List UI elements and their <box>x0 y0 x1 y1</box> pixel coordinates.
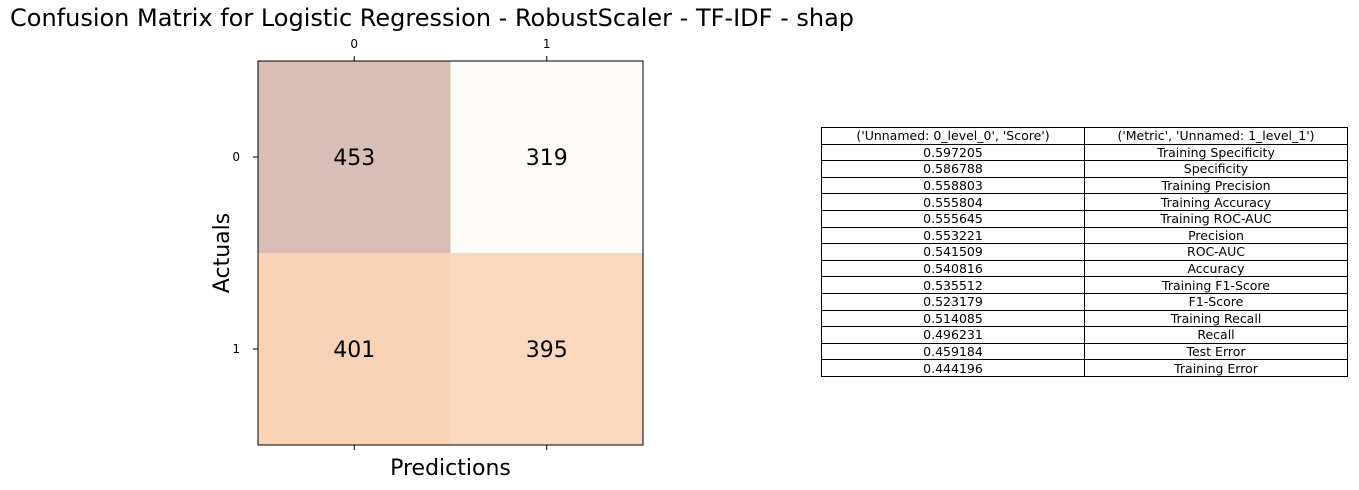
table-cell-score: 0.540816 <box>821 259 1085 278</box>
y-tick-label: 0 <box>232 150 240 164</box>
table-cell-metric: Accuracy <box>1084 259 1348 278</box>
table-cell-metric: Recall <box>1084 326 1348 344</box>
chart-title: Confusion Matrix for Logistic Regression… <box>10 4 855 32</box>
matrix-cell <box>258 61 451 253</box>
table-cell-score: 0.558803 <box>821 176 1085 195</box>
table-row: 0.459184 Test Error <box>821 342 1348 361</box>
table-cell-score: 0.444196 <box>821 359 1085 377</box>
table-cell-metric: Training Precision <box>1084 176 1348 195</box>
x-tick-label: 1 <box>543 37 551 51</box>
table-row: 0.541509 ROC-AUC <box>821 243 1348 261</box>
table-cell-score: 0.541509 <box>821 243 1085 261</box>
table-cell-score: 0.597205 <box>821 143 1085 162</box>
table-header-row: ('Unnamed: 0_level_0', 'Score') ('Metric… <box>821 127 1348 145</box>
table-row: 0.444196 Training Error <box>821 359 1348 377</box>
table-header-score: ('Unnamed: 0_level_0', 'Score') <box>821 127 1085 145</box>
table-cell-metric: Specificity <box>1084 160 1348 178</box>
cell-value-label: 401 <box>333 338 375 363</box>
table-cell-metric: Training F1-Score <box>1084 276 1348 294</box>
table-cell-metric: Training Specificity <box>1084 143 1348 162</box>
plot-frame <box>257 60 644 446</box>
table-row: 0.514085 Training Recall <box>821 309 1348 328</box>
table-cell-metric: Precision <box>1084 226 1348 245</box>
table-row: 0.496231 Recall <box>821 326 1348 344</box>
table-row: 0.540816 Accuracy <box>821 259 1348 278</box>
table-cell-metric: Training Accuracy <box>1084 193 1348 211</box>
y-axis-label: Actuals <box>210 213 235 293</box>
matrix-cell <box>258 253 451 445</box>
x-tick-label: 0 <box>350 37 358 51</box>
table-header-metric: ('Metric', 'Unnamed: 1_level_1') <box>1084 127 1348 145</box>
table-cell-score: 0.459184 <box>821 342 1085 361</box>
y-tick-label: 1 <box>232 342 240 356</box>
cell-value-label: 319 <box>526 146 568 171</box>
table-row: 0.555804 Training Accuracy <box>821 193 1348 211</box>
table-row: 0.553221 Precision <box>821 226 1348 245</box>
cell-value-label: 453 <box>333 146 375 171</box>
matrix-cell <box>450 253 643 445</box>
table-row: 0.523179 F1-Score <box>821 292 1348 311</box>
table-cell-score: 0.523179 <box>821 292 1085 311</box>
table-cell-score: 0.535512 <box>821 276 1085 294</box>
cell-value-label: 395 <box>526 338 568 363</box>
table-row: 0.535512 Training F1-Score <box>821 276 1348 294</box>
table-row: 0.558803 Training Precision <box>821 176 1348 195</box>
table-row: 0.586788 Specificity <box>821 160 1348 178</box>
table-cell-score: 0.586788 <box>821 160 1085 178</box>
table-row: 0.555645 Training ROC-AUC <box>821 209 1348 228</box>
table-cell-score: 0.555804 <box>821 193 1085 211</box>
table-cell-metric: Training ROC-AUC <box>1084 209 1348 228</box>
table-cell-metric: F1-Score <box>1084 292 1348 311</box>
table-cell-metric: ROC-AUC <box>1084 243 1348 261</box>
table-cell-metric: Test Error <box>1084 342 1348 361</box>
metrics-table: ('Unnamed: 0_level_0', 'Score') ('Metric… <box>821 127 1348 377</box>
table-cell-score: 0.514085 <box>821 309 1085 328</box>
table-row: 0.597205 Training Specificity <box>821 143 1348 162</box>
matrix-cell <box>450 61 643 253</box>
table-cell-score: 0.496231 <box>821 326 1085 344</box>
table-cell-score: 0.553221 <box>821 226 1085 245</box>
x-axis-label: Predictions <box>390 456 511 481</box>
table-cell-metric: Training Error <box>1084 359 1348 377</box>
table-cell-metric: Training Recall <box>1084 309 1348 328</box>
table-cell-score: 0.555645 <box>821 209 1085 228</box>
